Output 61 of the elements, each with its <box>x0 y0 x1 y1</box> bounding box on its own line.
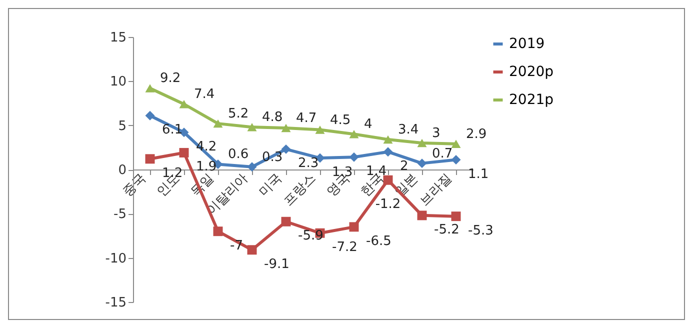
data-label: 3.4 <box>398 122 419 138</box>
data-label: 9.2 <box>160 71 181 86</box>
data-label: 4.7 <box>296 110 317 126</box>
point <box>247 162 257 172</box>
legend-label: 2020p <box>509 64 554 80</box>
point <box>383 175 393 185</box>
data-label: 7.4 <box>194 87 215 102</box>
data-label: 1.1 <box>468 166 489 182</box>
point <box>349 130 359 138</box>
data-label: 1.9 <box>196 160 217 175</box>
point <box>417 138 427 148</box>
data-label: -1.2 <box>375 197 401 212</box>
y-tick-label: -10 <box>105 251 126 266</box>
point <box>281 124 291 132</box>
point <box>451 212 461 222</box>
point <box>145 110 155 120</box>
x-tick-label: 미국 <box>256 171 286 200</box>
point <box>383 135 393 144</box>
data-label: 4.5 <box>330 112 351 128</box>
data-label: -9.1 <box>264 256 290 272</box>
y-tick-label: 10 <box>110 74 126 90</box>
legend-label: 2019 <box>509 36 545 52</box>
point <box>179 148 189 158</box>
point <box>349 222 359 232</box>
data-label: -5.2 <box>434 222 460 238</box>
point <box>417 210 427 220</box>
point <box>281 144 291 154</box>
point <box>179 100 189 108</box>
point <box>281 216 291 226</box>
point <box>213 226 223 236</box>
point <box>417 158 427 168</box>
point <box>213 119 223 128</box>
data-label: -7 <box>230 238 243 254</box>
point <box>383 147 393 157</box>
point <box>145 154 155 164</box>
y-tick-label: -5 <box>114 207 126 222</box>
point <box>451 140 461 148</box>
point <box>451 155 461 165</box>
data-label: 2.9 <box>466 126 487 142</box>
data-label: 2.3 <box>298 156 319 172</box>
y-tick-label: 15 <box>110 30 126 46</box>
point <box>315 126 325 134</box>
point <box>349 152 359 162</box>
y-tick-label: 0 <box>118 163 126 178</box>
legend-label: 2021p <box>509 92 554 108</box>
data-label: 5.2 <box>228 106 249 122</box>
data-label: -5.9 <box>298 228 324 244</box>
data-label: 4 <box>364 117 372 132</box>
data-label: -6.5 <box>366 234 392 249</box>
y-tick-label: 5 <box>118 118 126 134</box>
point <box>247 122 257 132</box>
point <box>145 84 155 92</box>
data-label: -5.3 <box>468 223 494 238</box>
y-tick-label: -15 <box>105 296 126 310</box>
data-label: 2 <box>400 158 408 174</box>
data-label: 0.6 <box>228 147 249 162</box>
data-label: 0.7 <box>432 146 453 162</box>
point <box>247 245 257 255</box>
data-label: -7.2 <box>332 240 358 256</box>
data-label: 3 <box>432 126 440 141</box>
data-label: 4.8 <box>262 110 283 126</box>
